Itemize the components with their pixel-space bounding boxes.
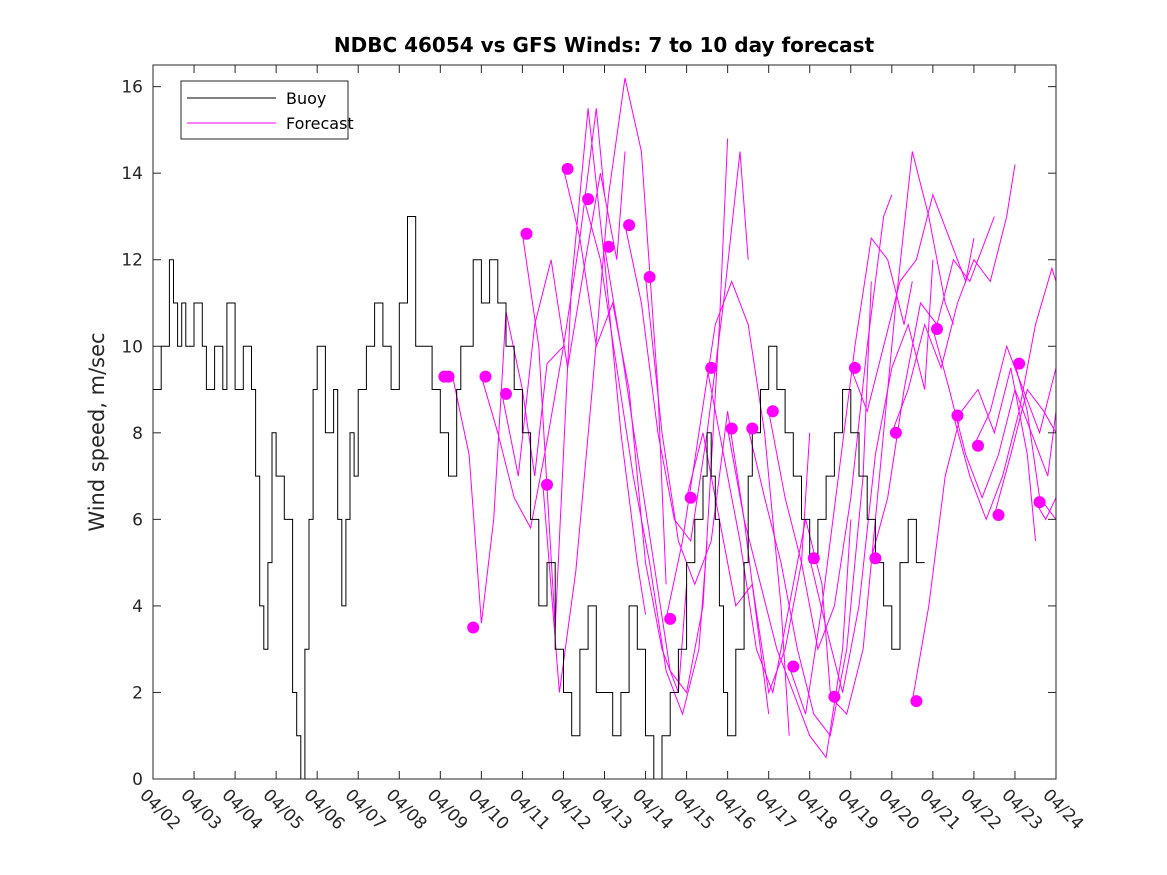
x-tick-label: 04/15 [669, 785, 718, 834]
forecast-series-line-18 [809, 259, 934, 693]
forecast-marker [541, 478, 553, 491]
forecast-marker [746, 422, 759, 435]
forecast-series-line-17 [788, 236, 913, 715]
x-tick-label: 04/13 [587, 785, 636, 834]
forecast-marker [972, 439, 984, 452]
forecast-series-line-22 [891, 164, 1016, 433]
forecast-marker [766, 405, 779, 418]
forecast-series-line-9 [624, 151, 749, 543]
forecast-series-line-19 [829, 151, 954, 716]
forecast-marker [848, 361, 861, 374]
x-tick-label: 04/16 [710, 785, 759, 834]
forecast-marker [1013, 357, 1026, 370]
x-tick-label: 04/02 [135, 785, 184, 834]
x-tick-label: 04/22 [956, 785, 1005, 834]
forecast-marker [623, 219, 636, 232]
x-tick-label: 04/09 [423, 785, 472, 834]
y-tick-label: 4 [132, 597, 143, 617]
legend-forecast-label: Forecast [286, 114, 354, 133]
y-tick-label: 6 [132, 510, 143, 530]
forecast-marker [479, 370, 492, 383]
x-tick-label: 04/04 [218, 785, 267, 834]
forecast-series-line-20 [850, 193, 975, 413]
y-tick-label: 16 [121, 78, 143, 98]
legend: Buoy Forecast [180, 80, 354, 140]
forecast-series-line-3 [501, 151, 626, 477]
x-tick-label: 04/18 [792, 785, 841, 834]
x-tick-label: 04/24 [1038, 785, 1087, 834]
forecast-marker [725, 422, 738, 435]
axis-ticks: 024681012141604/0204/0304/0404/0504/0604… [121, 65, 1087, 834]
forecast-marker [602, 240, 615, 253]
x-tick-label: 04/03 [177, 785, 226, 834]
x-tick-label: 04/17 [751, 785, 800, 834]
x-tick-label: 04/06 [300, 785, 349, 834]
forecast-series-line-28 [1014, 363, 1056, 520]
forecast-marker [705, 361, 718, 374]
legend-buoy-label: Buoy [286, 89, 326, 108]
forecast-marker [807, 552, 820, 565]
forecast-series-line-2 [480, 108, 605, 530]
forecast-series-line-25 [952, 266, 1056, 521]
y-axis-label: Wind speed, m/sec [85, 332, 109, 531]
x-tick-label: 04/07 [341, 785, 390, 834]
x-tick-label: 04/10 [464, 785, 513, 834]
forecast-marker [931, 323, 943, 335]
forecast-marker [787, 660, 800, 673]
chart-title: NDBC 46054 vs GFS Winds: 7 to 10 day for… [334, 33, 875, 57]
forecast-marker [561, 162, 574, 175]
y-tick-label: 12 [121, 251, 143, 271]
x-tick-label: 04/19 [833, 785, 882, 834]
plot-area [153, 77, 1056, 779]
forecast-marker [869, 552, 882, 565]
forecast-marker [828, 690, 841, 703]
forecast-marker [951, 409, 964, 422]
forecast-series-line-6 [563, 168, 688, 693]
axes-frame [152, 64, 1057, 780]
x-tick-label: 04/23 [997, 785, 1046, 834]
forecast-series-line-12 [686, 432, 811, 695]
forecast-series-line-8 [604, 138, 729, 694]
y-tick-label: 0 [132, 770, 143, 790]
forecast-series-line-27 [993, 388, 1056, 516]
forecast-series-line-15 [747, 281, 872, 737]
forecast-series-line-24 [932, 328, 1056, 500]
forecast-series-line-7 [583, 198, 708, 716]
forecast-series-line-11 [665, 279, 790, 736]
forecast-marker [520, 227, 533, 240]
forecast-marker [910, 695, 923, 708]
x-tick-label: 04/14 [628, 785, 677, 834]
x-tick-label: 04/11 [505, 785, 554, 834]
forecast-series-line-13 [706, 367, 831, 695]
x-tick-label: 04/08 [382, 785, 431, 834]
forecast-marker [442, 370, 455, 383]
forecast-marker [582, 193, 595, 206]
legend-box [180, 80, 349, 140]
y-tick-label: 10 [121, 337, 143, 357]
forecast-marker [992, 509, 1005, 521]
forecast-series-line-16 [768, 194, 893, 652]
buoy-series-line [153, 216, 925, 779]
x-tick-label: 04/20 [874, 785, 923, 834]
forecast-marker [1033, 496, 1046, 509]
y-tick-label: 2 [132, 683, 143, 703]
forecast-marker [467, 621, 480, 634]
forecast-marker [889, 426, 902, 439]
forecast-series-line-10 [645, 276, 770, 715]
x-tick-label: 04/05 [259, 785, 308, 834]
x-tick-label: 04/21 [915, 785, 964, 834]
x-tick-label: 04/12 [546, 785, 595, 834]
forecast-marker [664, 612, 677, 625]
forecast-series-line-14 [727, 428, 852, 759]
y-tick-label: 14 [121, 164, 143, 184]
y-tick-label: 8 [132, 424, 143, 444]
forecast-series-line-23 [911, 367, 1036, 702]
forecast-series-line-4 [521, 108, 646, 628]
forecast-marker [643, 271, 656, 283]
forecast-series-line-5 [542, 77, 667, 693]
forecast-marker [684, 491, 697, 504]
forecast-marker [500, 387, 512, 400]
